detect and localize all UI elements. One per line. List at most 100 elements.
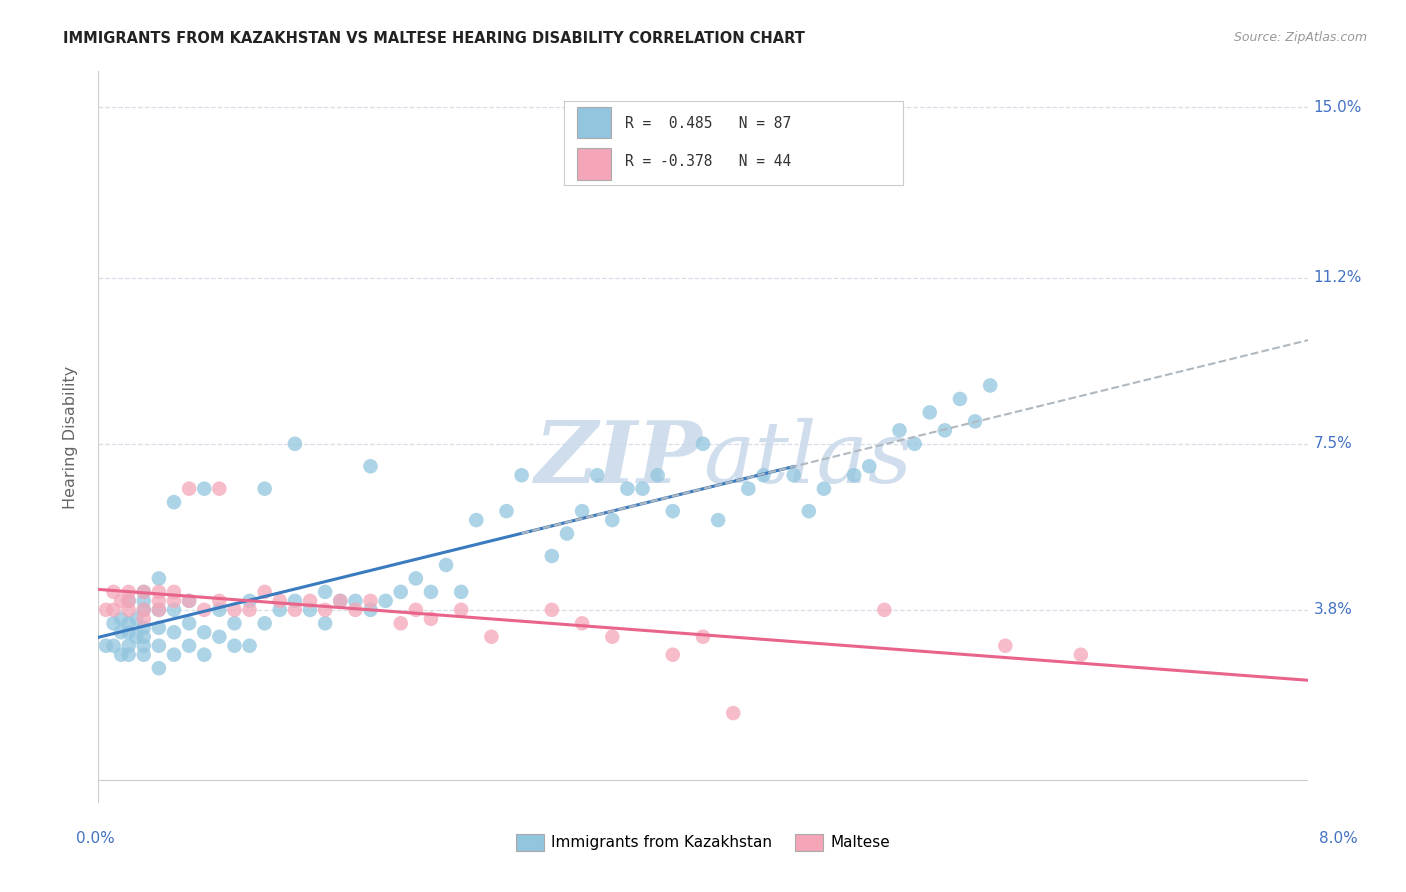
Point: [420, 585, 443, 599]
Point: [374, 594, 396, 608]
Point: [949, 392, 972, 406]
Point: [314, 616, 336, 631]
Point: [163, 594, 186, 608]
Point: [148, 661, 170, 675]
Point: [481, 630, 503, 644]
Point: [118, 585, 141, 599]
Point: [148, 594, 170, 608]
Point: [239, 603, 262, 617]
Point: [224, 603, 246, 617]
Point: [193, 625, 215, 640]
Point: [132, 621, 155, 635]
Point: [118, 594, 141, 608]
Point: [450, 585, 472, 599]
Point: [994, 639, 1017, 653]
Point: [420, 612, 443, 626]
Point: [965, 414, 987, 428]
Text: Source: ZipAtlas.com: Source: ZipAtlas.com: [1233, 31, 1367, 45]
Point: [110, 594, 132, 608]
Point: [132, 612, 155, 626]
Point: [405, 571, 427, 585]
Point: [132, 630, 155, 644]
Point: [269, 594, 291, 608]
Point: [193, 482, 215, 496]
Point: [110, 612, 132, 626]
Point: [284, 603, 307, 617]
Point: [179, 482, 201, 496]
Point: [844, 468, 866, 483]
Point: [148, 621, 170, 635]
Point: [752, 468, 775, 483]
Point: [284, 594, 307, 608]
Point: [163, 648, 186, 662]
Point: [889, 423, 911, 437]
Text: ZIP: ZIP: [536, 417, 703, 500]
Point: [253, 616, 276, 631]
Text: IMMIGRANTS FROM KAZAKHSTAN VS MALTESE HEARING DISABILITY CORRELATION CHART: IMMIGRANTS FROM KAZAKHSTAN VS MALTESE HE…: [63, 31, 806, 46]
Text: 7.5%: 7.5%: [1313, 436, 1353, 451]
Point: [602, 630, 624, 644]
Point: [193, 648, 215, 662]
Point: [224, 639, 246, 653]
Point: [118, 603, 141, 617]
Point: [314, 603, 336, 617]
Point: [571, 504, 593, 518]
Point: [94, 603, 117, 617]
Point: [329, 594, 352, 608]
Point: [208, 594, 231, 608]
Point: [148, 603, 170, 617]
Point: [344, 594, 367, 608]
Point: [661, 504, 683, 518]
Text: 3.8%: 3.8%: [1313, 602, 1353, 617]
Text: 11.2%: 11.2%: [1313, 270, 1362, 285]
Point: [299, 594, 322, 608]
Point: [495, 504, 517, 518]
Point: [360, 459, 382, 474]
Point: [692, 630, 714, 644]
Text: 0.0%: 0.0%: [76, 831, 115, 846]
Point: [783, 468, 806, 483]
Point: [934, 423, 956, 437]
Point: [647, 468, 669, 483]
Point: [858, 459, 880, 474]
Point: [125, 630, 148, 644]
Point: [132, 639, 155, 653]
Point: [148, 571, 170, 585]
Point: [602, 513, 624, 527]
Point: [299, 603, 322, 617]
Point: [239, 639, 262, 653]
Point: [1070, 648, 1092, 662]
Point: [179, 639, 201, 653]
Point: [224, 616, 246, 631]
Point: [434, 558, 457, 572]
Point: [103, 639, 125, 653]
Point: [465, 513, 488, 527]
Point: [118, 639, 141, 653]
Point: [103, 585, 125, 599]
Point: [873, 603, 896, 617]
Point: [179, 594, 201, 608]
Point: [692, 437, 714, 451]
Point: [125, 612, 148, 626]
Point: [737, 482, 759, 496]
Text: 15.0%: 15.0%: [1313, 100, 1362, 115]
Point: [586, 468, 609, 483]
Point: [555, 526, 578, 541]
Point: [163, 603, 186, 617]
Point: [389, 616, 412, 631]
Point: [148, 585, 170, 599]
Point: [405, 603, 427, 617]
Point: [118, 648, 141, 662]
Legend: Immigrants from Kazakhstan, Maltese: Immigrants from Kazakhstan, Maltese: [510, 828, 896, 857]
Point: [360, 603, 382, 617]
Point: [118, 625, 141, 640]
Point: [797, 504, 820, 518]
Point: [208, 630, 231, 644]
Point: [661, 648, 683, 662]
Point: [163, 495, 186, 509]
Point: [329, 594, 352, 608]
Point: [132, 585, 155, 599]
Point: [163, 625, 186, 640]
Point: [103, 616, 125, 631]
Point: [118, 616, 141, 631]
